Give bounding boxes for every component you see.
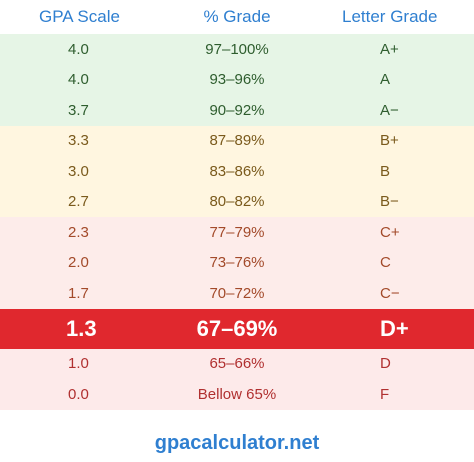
percent-cell: 83–86% — [209, 162, 265, 180]
table-row: 3.0 83–86% B — [0, 156, 474, 187]
table-row: 4.0 97–100% A+ — [0, 34, 474, 65]
table-row: 3.3 87–89% B+ — [0, 125, 474, 156]
letter-cell: A+ — [380, 40, 399, 58]
letter-cell: C+ — [380, 223, 400, 241]
header-gpa-scale: GPA Scale — [39, 7, 120, 26]
percent-cell: 67–69% — [196, 315, 278, 341]
gpa-cell: 3.3 — [68, 132, 89, 150]
site-footer-link[interactable]: gpacalculator.net — [154, 432, 320, 454]
table-row: 1.7 70–72% C− — [0, 278, 474, 309]
letter-cell: B+ — [380, 132, 399, 150]
percent-cell: 87–89% — [209, 132, 265, 150]
percent-cell: 90–92% — [209, 101, 265, 119]
letter-cell: C− — [380, 284, 400, 302]
letter-cell: B — [380, 162, 391, 180]
gpa-cell: 0.0 — [68, 385, 89, 403]
percent-cell: 77–79% — [209, 223, 265, 241]
table-row: 4.0 93–96% A — [0, 64, 474, 95]
gpa-cell: 2.0 — [68, 254, 89, 272]
percent-cell: 93–96% — [209, 71, 265, 89]
gpa-cell: 3.7 — [68, 101, 89, 119]
gpa-cell: 2.7 — [68, 193, 89, 211]
header-percent-grade: % Grade — [203, 7, 271, 26]
table-row: 0.0 Bellow 65% F — [0, 379, 474, 410]
letter-cell: B− — [380, 193, 399, 211]
table-row: 2.7 80–82% B− — [0, 186, 474, 217]
letter-cell: A — [380, 71, 391, 89]
percent-cell: 97–100% — [205, 40, 269, 58]
percent-cell: 80–82% — [209, 193, 265, 211]
table-header: GPA Scale % Grade Letter Grade — [0, 0, 474, 34]
gpa-cell: 4.0 — [68, 71, 89, 89]
letter-cell: D — [380, 355, 391, 373]
table-row: 2.0 73–76% C — [0, 247, 474, 278]
gpa-cell: 1.0 — [68, 355, 89, 373]
table-row: 3.7 90–92% A− — [0, 95, 474, 126]
header-letter-grade: Letter Grade — [342, 7, 438, 26]
gpa-cell: 4.0 — [68, 40, 89, 58]
gpa-cell: 1.3 — [66, 315, 97, 341]
percent-cell: Bellow 65% — [197, 385, 277, 403]
gpa-cell: 3.0 — [68, 162, 89, 180]
highlighted-row: 1.3 67–69% D+ — [0, 308, 474, 349]
percent-cell: 65–66% — [209, 355, 265, 373]
gpa-cell: 1.7 — [68, 284, 89, 302]
gpa-table: GPA Scale % Grade Letter Grade 4.0 97–10… — [0, 0, 474, 410]
percent-cell: 73–76% — [209, 254, 265, 272]
gpa-cell: 2.3 — [68, 223, 89, 241]
table-row: 2.3 77–79% C+ — [0, 217, 474, 248]
table-row: 1.0 65–66% D — [0, 348, 474, 379]
percent-cell: 70–72% — [209, 284, 265, 302]
letter-cell: C — [380, 254, 391, 272]
letter-cell: D+ — [380, 315, 409, 341]
letter-cell: F — [380, 385, 390, 403]
letter-cell: A− — [380, 101, 399, 119]
